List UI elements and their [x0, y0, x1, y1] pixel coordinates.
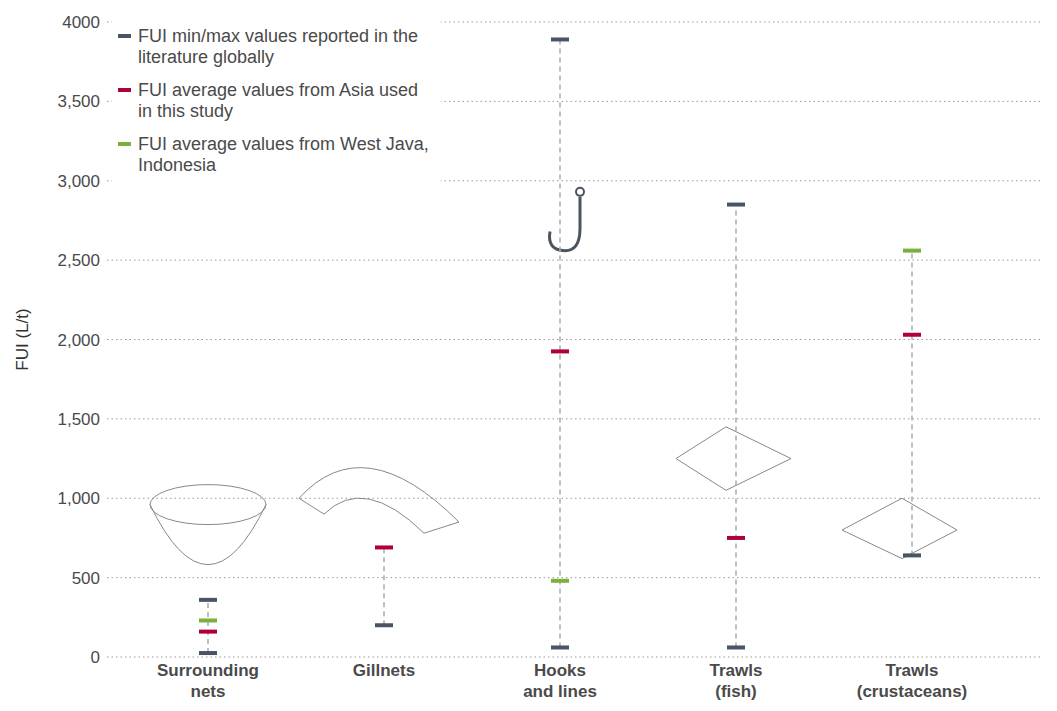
- icons: [150, 188, 957, 565]
- icon: [676, 427, 791, 491]
- range-line: [383, 547, 385, 625]
- category-label: Gillnets: [353, 661, 415, 680]
- marker: [903, 333, 921, 337]
- category-label: Trawls (fish): [710, 661, 763, 701]
- range-line: [207, 600, 209, 653]
- tick-label: 1,500: [57, 410, 100, 429]
- range-line: [559, 39, 561, 647]
- icon: [150, 505, 266, 565]
- grid-line: [107, 498, 1040, 499]
- range-line: [735, 205, 737, 648]
- grid-line: [107, 339, 1040, 340]
- category-label-line: nets: [191, 682, 226, 701]
- category-label-line: Hooks: [534, 661, 586, 680]
- marker: [199, 618, 217, 622]
- chart: 0 500 1,000 1,500 2,000 2,500 3,000 3,500 4000 FU…: [0, 0, 1057, 711]
- tick-label: 4000: [62, 13, 100, 32]
- grid-line: [107, 260, 1040, 261]
- legend: FUI min/max values reported in thelitera…: [112, 10, 441, 184]
- marker: [551, 37, 569, 41]
- marker: [903, 249, 921, 253]
- legend-swatch: [118, 34, 131, 38]
- category-label-line: Trawls: [886, 661, 939, 680]
- grid-line: [107, 657, 1040, 658]
- icon: [550, 197, 580, 251]
- legend-swatch: [118, 88, 131, 92]
- category-label-line: (crustaceans): [857, 682, 968, 701]
- legend-label: FUI average values from West Java,Indone…: [138, 134, 429, 175]
- axis-line: [107, 22, 108, 657]
- category-label-line: Trawls: [710, 661, 763, 680]
- category-label: Hooks and lines: [523, 661, 597, 701]
- axis-title: FUI (L/t): [13, 308, 32, 370]
- tick-label: 2,500: [57, 251, 100, 270]
- category-label-line: (fish): [715, 682, 757, 701]
- marker: [551, 579, 569, 583]
- marker: [199, 651, 217, 655]
- legend-swatch: [118, 142, 131, 146]
- marker: [375, 545, 393, 549]
- category-label: Trawls (crustaceans): [857, 661, 968, 701]
- icon: [150, 485, 266, 525]
- tick-label: 500: [72, 569, 100, 588]
- category-label-line: Gillnets: [353, 661, 415, 680]
- tick-label: 3,500: [57, 92, 100, 111]
- tick-label: 1,000: [57, 489, 100, 508]
- legend-label: FUI min/max values reported in thelitera…: [138, 26, 418, 67]
- icon: [576, 188, 584, 196]
- tick-label: 2,000: [57, 331, 100, 350]
- marker: [727, 536, 745, 540]
- marker: [727, 203, 745, 207]
- icon: [842, 498, 957, 558]
- category-label-line: Surrounding: [157, 661, 259, 680]
- legend-bg: [112, 10, 441, 184]
- range-line: [911, 251, 913, 556]
- marker: [375, 623, 393, 627]
- marker: [727, 645, 745, 649]
- icon: [299, 468, 459, 534]
- marker: [199, 630, 217, 634]
- tick-label: 0: [91, 648, 100, 667]
- marker: [903, 553, 921, 557]
- marker: [199, 598, 217, 602]
- category-label: Surrounding nets: [157, 661, 259, 701]
- category-label-line: and lines: [523, 682, 597, 701]
- grid-line: [107, 577, 1040, 578]
- tick-label: 3,000: [57, 172, 100, 191]
- legend-label: FUI average values from Asia usedin this…: [138, 80, 418, 121]
- marker: [551, 349, 569, 353]
- grid-line: [107, 418, 1040, 419]
- marker: [551, 645, 569, 649]
